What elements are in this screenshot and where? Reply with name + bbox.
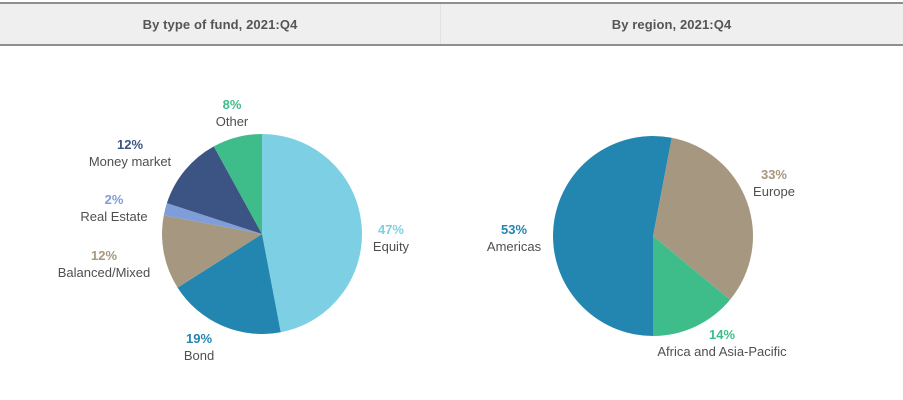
slice-pct-balanced-mixed: 12% [90, 248, 118, 263]
slice-name-americas: Americas [486, 239, 542, 254]
slice-label-europe: 33% Europe [753, 166, 795, 200]
pie-slice-equity [262, 134, 362, 333]
header-divider [440, 4, 441, 44]
slice-pct-americas: 53% [500, 222, 528, 237]
slice-label-other: 8% Other [216, 96, 249, 130]
slice-name-africa-asia-pacific: Africa and Asia-Pacific [657, 344, 787, 359]
pie-slice-money-market [166, 146, 262, 234]
slice-label-balanced-mixed: 12% Balanced/Mixed [58, 247, 151, 281]
slice-name-equity: Equity [372, 239, 410, 254]
slice-label-real-estate: 2% Real Estate [80, 191, 147, 225]
pie-slice-americas [553, 136, 672, 336]
slice-name-other: Other [215, 114, 249, 129]
pie-slice-balanced-mixed [162, 215, 262, 288]
pie-slice-bond [177, 234, 281, 334]
slice-pct-money-market: 12% [116, 137, 144, 152]
slice-name-europe: Europe [753, 184, 795, 199]
slice-label-money-market: 12% Money market [89, 136, 171, 170]
header-title-by-type-of-fund: By type of fund, 2021:Q4 [142, 16, 298, 32]
slice-pct-africa-asia-pacific: 14% [708, 327, 736, 342]
slice-name-money-market: Money market [88, 154, 172, 169]
slice-name-bond: Bond [183, 348, 215, 363]
slice-name-real-estate: Real Estate [80, 209, 148, 224]
pie-chart-by-region [553, 136, 753, 336]
pie-slice-europe [653, 137, 753, 300]
pie-slice-real-estate [163, 203, 262, 234]
pie-chart-by-type-of-fund [162, 134, 362, 334]
header-title-by-region: By region, 2021:Q4 [611, 16, 732, 32]
slice-name-balanced-mixed: Balanced/Mixed [57, 265, 151, 280]
pie-slice-africa-and-asia-pacific [653, 236, 731, 336]
slice-label-americas: 53% Americas [487, 221, 541, 255]
slice-pct-equity: 47% [377, 222, 405, 237]
slice-pct-europe: 33% [760, 167, 788, 182]
slice-pct-other: 8% [222, 97, 242, 112]
pie-slice-other [213, 134, 262, 234]
slice-label-africa-asia-pacific: 14% Africa and Asia-Pacific [657, 326, 786, 360]
slice-pct-real-estate: 2% [104, 192, 124, 207]
panel-header: By type of fund, 2021:Q4 By region, 2021… [0, 2, 903, 46]
slice-label-equity: 47% Equity [373, 221, 409, 255]
slice-label-bond: 19% Bond [184, 330, 214, 364]
slice-pct-bond: 19% [185, 331, 213, 346]
